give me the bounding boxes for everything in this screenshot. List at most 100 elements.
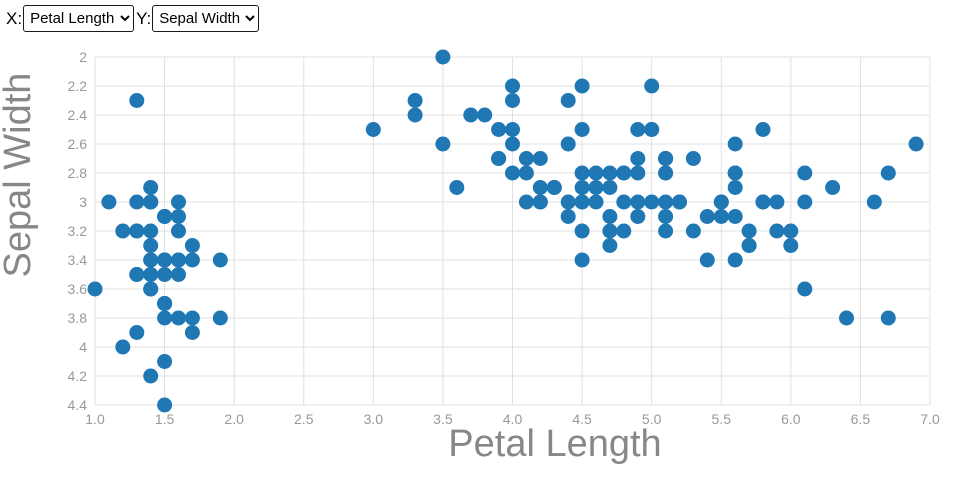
y-tick-label: 2 — [79, 49, 87, 65]
data-point — [588, 180, 604, 195]
data-point — [616, 223, 632, 239]
y-tick-label: 3.4 — [68, 252, 88, 268]
data-point — [839, 310, 854, 326]
data-point — [157, 209, 173, 224]
data-point — [157, 296, 173, 311]
data-point — [171, 310, 186, 326]
x-tick-label: 2.5 — [294, 411, 314, 427]
data-point — [143, 267, 159, 282]
data-point — [908, 136, 924, 152]
data-point — [435, 49, 451, 65]
x-tick-label: 6.5 — [851, 411, 871, 427]
data-point — [212, 310, 228, 326]
data-point — [797, 281, 813, 297]
data-point — [713, 209, 729, 224]
x-axis-select[interactable]: Petal Length — [23, 5, 135, 32]
y-tick-label: 3 — [79, 194, 87, 210]
data-point — [129, 223, 145, 239]
y-axis-select[interactable]: Sepal Width — [152, 5, 260, 32]
data-point — [532, 180, 548, 195]
data-point — [532, 194, 548, 210]
data-point — [658, 223, 674, 239]
x-axis-title: Petal Length — [448, 423, 661, 465]
data-point — [630, 194, 646, 210]
data-point — [574, 122, 590, 137]
data-point — [518, 165, 534, 181]
data-point — [574, 252, 590, 268]
y-tick-label: 2.4 — [68, 107, 88, 123]
data-point — [129, 267, 145, 282]
x-tick-label: 2.0 — [224, 411, 244, 427]
data-point — [602, 223, 618, 239]
y-axis-select-label: Y: — [136, 8, 152, 28]
data-point — [184, 252, 200, 268]
data-point — [602, 209, 618, 224]
data-point — [741, 223, 757, 239]
y-tick-label: 3.8 — [68, 310, 88, 326]
y-tick-label: 4.2 — [68, 368, 88, 384]
data-point — [129, 194, 145, 210]
data-point — [532, 151, 548, 166]
data-point — [825, 180, 841, 195]
x-tick-label: 3.5 — [433, 411, 453, 427]
data-point — [184, 325, 200, 340]
x-tick-label: 7.0 — [920, 411, 940, 427]
data-point — [630, 151, 646, 166]
data-point — [546, 180, 562, 195]
data-point — [365, 122, 381, 137]
data-point — [644, 78, 660, 94]
data-point — [157, 267, 173, 282]
data-point — [407, 93, 423, 108]
data-point — [505, 93, 520, 108]
data-point — [880, 310, 896, 326]
data-point — [518, 194, 534, 210]
y-tick-label: 4.4 — [68, 397, 88, 413]
data-point — [658, 165, 674, 181]
data-point — [171, 223, 186, 239]
data-point — [783, 238, 799, 253]
data-point — [755, 122, 771, 137]
data-point — [87, 281, 103, 297]
x-tick-label: 4.5 — [572, 411, 592, 427]
y-tick-label: 4 — [79, 339, 87, 355]
data-point — [157, 310, 173, 326]
data-point — [616, 194, 632, 210]
data-point — [101, 194, 117, 210]
data-point — [560, 93, 576, 108]
data-point — [658, 151, 674, 166]
data-point — [129, 93, 145, 108]
data-point — [143, 252, 159, 268]
data-point — [644, 122, 660, 137]
data-point — [880, 165, 896, 181]
data-point — [171, 267, 186, 282]
data-point — [115, 339, 131, 355]
data-point — [797, 165, 813, 181]
data-point — [129, 325, 145, 340]
data-point — [435, 136, 451, 152]
data-point — [157, 354, 173, 369]
x-tick-label: 4.0 — [503, 411, 523, 427]
data-point — [143, 223, 159, 239]
data-point — [644, 194, 660, 210]
data-point — [115, 223, 131, 239]
data-point — [741, 238, 757, 253]
data-point — [699, 209, 715, 224]
data-point — [407, 107, 423, 123]
data-point — [505, 165, 520, 181]
x-tick-label: 5.5 — [712, 411, 732, 427]
data-point — [630, 122, 646, 137]
data-point — [143, 281, 159, 297]
data-point — [505, 136, 520, 152]
x-axis-select-label: X: — [6, 8, 23, 28]
x-tick-label: 3.0 — [364, 411, 384, 427]
data-point — [727, 209, 743, 224]
data-point — [588, 165, 604, 181]
data-point — [797, 194, 813, 210]
data-point — [505, 122, 520, 137]
data-point — [630, 165, 646, 181]
data-point — [518, 151, 534, 166]
data-point — [157, 397, 173, 413]
data-point — [630, 209, 646, 224]
